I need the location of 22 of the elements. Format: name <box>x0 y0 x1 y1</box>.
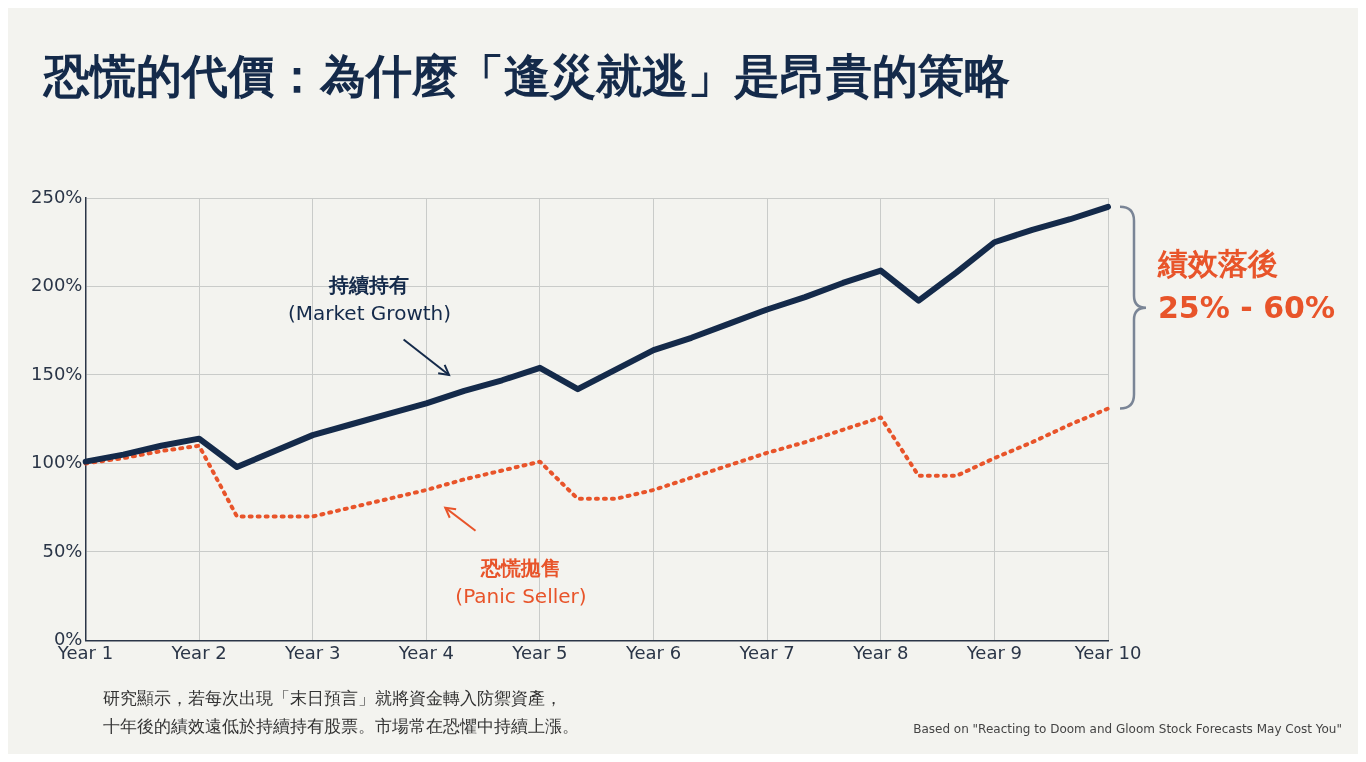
x-tick-label: Year 6 <box>624 641 682 663</box>
x-tick-label: Year 10 <box>1073 641 1142 663</box>
x-tick-label: Year 9 <box>965 641 1023 663</box>
y-tick-label: 100% <box>30 451 83 473</box>
x-tick-label: Year 4 <box>397 641 454 663</box>
x-tick-label: Year 7 <box>738 641 795 663</box>
y-tick-label: 150% <box>30 362 83 384</box>
x-tick-label: Year 8 <box>852 641 909 663</box>
text: 恐慌拋售 (Panic Seller) <box>455 555 587 608</box>
text: 績效落後 25% - 60% <box>1157 245 1335 325</box>
y-tick-label: 50% <box>42 539 83 561</box>
text: 持續持有 (Market Growth) <box>287 272 452 325</box>
y-tick-label: 250% <box>30 185 83 207</box>
x-tick-label: Year 5 <box>511 641 568 663</box>
x-tick-label: Year 3 <box>284 641 341 663</box>
x-tick-label: Year 2 <box>170 641 227 663</box>
chart-title: 恐慌的代價：為什麼「逢災就逃」是昂貴的策略 <box>44 48 1010 105</box>
line-series <box>83 406 1110 519</box>
text: 研究顯示，若每次出現「末日預言」就將資金轉入防禦資產， <box>103 687 563 710</box>
text: 十年後的績效遠低於持續持有股票。市場常在恐懼中持續上漲。 <box>103 715 579 738</box>
text: Based on "Reacting to Doom and Gloom Stock Forecasts May Cost You" <box>913 722 1342 736</box>
y-tick-label: 200% <box>30 274 83 296</box>
